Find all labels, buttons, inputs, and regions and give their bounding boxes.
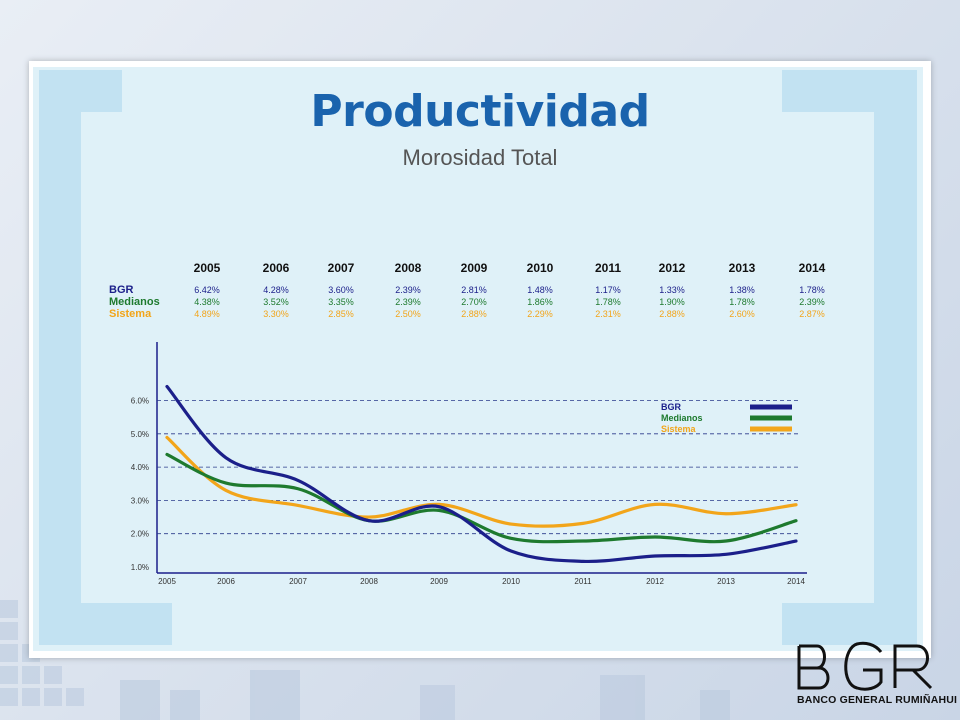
table-year-header: 2008 <box>394 261 422 275</box>
table-year-header: 2006 <box>262 261 290 275</box>
table-cell: 3.52% <box>263 297 289 307</box>
table-year-header: 2005 <box>193 261 221 275</box>
table-cell: 2.87% <box>799 309 825 319</box>
table-cell: 1.86% <box>527 297 553 307</box>
table-cell: 4.38% <box>194 297 220 307</box>
corner-block-top-left-side <box>39 70 81 645</box>
x-tick-label: 2007 <box>289 577 307 586</box>
table-row-label: Medianos <box>109 296 160 308</box>
y-tick-label: 3.0% <box>131 496 149 505</box>
page-title: Productividad <box>310 86 650 137</box>
table-cell: 1.78% <box>595 297 621 307</box>
table-cell: 2.29% <box>527 309 553 319</box>
x-tick-label: 2009 <box>430 577 448 586</box>
table-cell: 1.48% <box>527 285 553 295</box>
table-cell: 2.50% <box>395 309 421 319</box>
y-tick-label: 5.0% <box>131 430 149 439</box>
table-cell: 1.78% <box>799 285 825 295</box>
table-cell: 4.89% <box>194 309 220 319</box>
table-cell: 1.17% <box>595 285 621 295</box>
x-tick-label: 2013 <box>717 577 735 586</box>
table-cell: 1.38% <box>729 285 755 295</box>
table-cell: 2.39% <box>395 297 421 307</box>
x-tick-label: 2005 <box>158 577 176 586</box>
x-tick-label: 2012 <box>646 577 664 586</box>
table-cell: 3.35% <box>328 297 354 307</box>
series-line-sistema <box>165 435 798 528</box>
table-cell: 2.88% <box>659 309 685 319</box>
corner-block-bottom-right <box>782 603 917 645</box>
table-cell: 2.81% <box>461 285 487 295</box>
table-cell: 2.88% <box>461 309 487 319</box>
logo-tagline: BANCO GENERAL RUMIÑAHUI <box>797 694 958 706</box>
table-year-header: 2013 <box>728 261 756 275</box>
table-cell: 1.78% <box>729 297 755 307</box>
table-cell: 2.39% <box>799 297 825 307</box>
x-tick-label: 2010 <box>502 577 520 586</box>
table-cell: 2.39% <box>395 285 421 295</box>
x-tick-label: 2014 <box>787 577 805 586</box>
slide-card: Productividad Morosidad Total 2005 2006 20… <box>29 61 931 658</box>
table-cell: 2.31% <box>595 309 621 319</box>
table-row-label: Sistema <box>109 308 152 320</box>
table-cell: 2.60% <box>729 309 755 319</box>
table-year-header: 2010 <box>526 261 554 275</box>
table-cell: 6.42% <box>194 285 220 295</box>
table-year-header: 2009 <box>460 261 488 275</box>
y-tick-label: 4.0% <box>131 463 149 472</box>
table-cell: 2.85% <box>328 309 354 319</box>
corner-block-right-side <box>874 70 917 645</box>
page-subtitle: Morosidad Total <box>402 145 558 170</box>
table-row-label: BGR <box>109 284 134 296</box>
table-cell: 4.28% <box>263 285 289 295</box>
corner-block-bottom-left <box>39 603 172 645</box>
y-tick-label: 1.0% <box>131 563 149 572</box>
data-table: 2005 2006 2007 2008 2009 2010 2011 2012 2013 2014… <box>29 61 931 658</box>
table-year-header: 2007 <box>327 261 355 275</box>
x-tick-label: 2006 <box>217 577 235 586</box>
y-tick-label: 2.0% <box>131 530 149 539</box>
table-cell: 3.30% <box>263 309 289 319</box>
table-year-header: 2014 <box>798 261 826 275</box>
legend-label: Sistema <box>661 424 697 434</box>
x-tick-label: 2008 <box>360 577 378 586</box>
content-panel <box>33 67 923 651</box>
table-cell: 1.33% <box>659 285 685 295</box>
series-line-bgr <box>165 384 798 564</box>
y-tick-label: 6.0% <box>131 397 149 406</box>
table-cell: 2.70% <box>461 297 487 307</box>
table-cell: 3.60% <box>328 285 354 295</box>
legend-label: BGR <box>661 402 682 412</box>
series-line-medianos <box>165 452 798 544</box>
table-cell: 1.90% <box>659 297 685 307</box>
line-chart: 1.0% 2.0% 3.0% 4.0% 5.0% 6.0% 2005 2006 2007 2008… <box>131 342 807 586</box>
table-year-header: 2011 <box>594 261 622 275</box>
table-year-header: 2012 <box>658 261 686 275</box>
legend-label: Medianos <box>661 413 703 423</box>
bgr-logo <box>797 641 933 691</box>
x-tick-label: 2011 <box>574 577 592 586</box>
